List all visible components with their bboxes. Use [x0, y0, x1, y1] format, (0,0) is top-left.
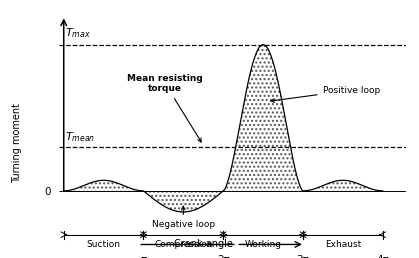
- Text: Negative loop: Negative loop: [152, 206, 215, 229]
- Text: Mean resisting
torque: Mean resisting torque: [127, 74, 203, 142]
- Text: Compression: Compression: [154, 240, 212, 249]
- Text: Positive loop: Positive loop: [271, 86, 380, 102]
- Text: Exhaust: Exhaust: [325, 240, 361, 249]
- Text: Working: Working: [245, 240, 282, 249]
- Text: $T_{max}$: $T_{max}$: [65, 26, 91, 40]
- Text: Crank angle: Crank angle: [174, 239, 233, 249]
- Text: $T_{mean}$: $T_{mean}$: [65, 130, 96, 144]
- Text: Suction: Suction: [87, 240, 121, 249]
- Text: Turning moment: Turning moment: [12, 103, 22, 183]
